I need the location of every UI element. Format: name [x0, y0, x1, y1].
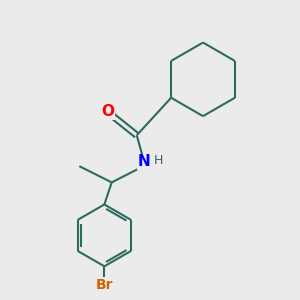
Text: N: N: [138, 154, 151, 169]
Text: H: H: [154, 154, 164, 167]
Text: O: O: [101, 104, 114, 119]
Text: Br: Br: [96, 278, 113, 292]
